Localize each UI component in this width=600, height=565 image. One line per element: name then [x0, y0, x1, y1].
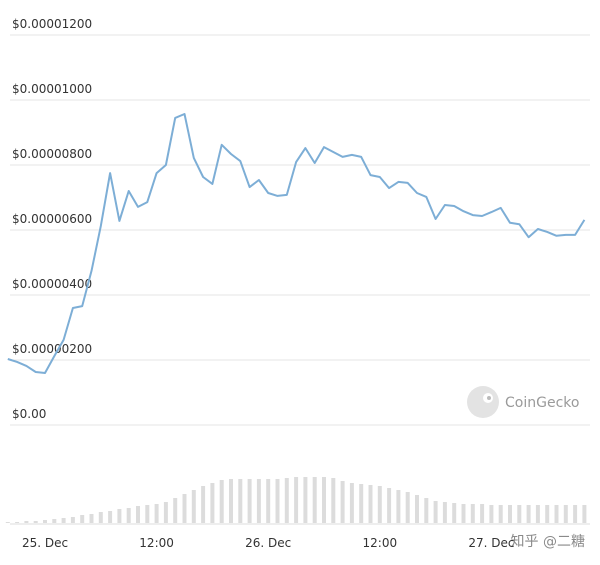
volume-bar — [256, 479, 261, 523]
volume-bar — [15, 522, 20, 523]
volume-bar — [377, 486, 382, 523]
volume-bar — [303, 477, 308, 523]
volume-bar — [294, 477, 299, 523]
volume-bar — [331, 478, 336, 523]
volume-bar — [489, 505, 494, 523]
x-tick-label: 27. Dec — [468, 536, 514, 550]
y-tick-label: $0.00001000 — [12, 82, 92, 96]
volume-bar — [52, 519, 57, 523]
volume-bar — [359, 484, 364, 523]
volume-bar — [80, 515, 85, 523]
volume-bar — [415, 495, 419, 523]
volume-bar — [182, 494, 187, 523]
volume-bar — [573, 505, 578, 523]
volume-bar — [284, 478, 289, 523]
watermark: 知乎 @二糖 — [511, 533, 585, 550]
volume-bar — [275, 479, 280, 523]
volume-bar — [461, 504, 466, 523]
volume-bar — [396, 490, 401, 523]
volume-bar — [563, 505, 568, 523]
volume-bar — [145, 505, 150, 523]
y-tick-label: $0.00000800 — [12, 147, 92, 161]
volume-bar — [535, 505, 540, 523]
volume-bar — [517, 505, 522, 523]
volume-bar — [5, 522, 10, 523]
y-tick-label: $0.00001200 — [12, 17, 92, 31]
volume-bar — [405, 492, 410, 523]
volume-bar — [266, 479, 271, 523]
volume-bar — [452, 503, 457, 523]
x-tick-label: 26. Dec — [245, 536, 291, 550]
volume-bar — [136, 506, 140, 523]
volume-bar — [33, 521, 38, 523]
volume-bar — [480, 504, 485, 523]
volume-bar — [424, 498, 429, 523]
volume-bar — [322, 477, 326, 523]
volume-bar — [312, 477, 317, 523]
volume-bar — [24, 521, 29, 523]
x-tick-label: 12:00 — [363, 536, 398, 550]
volume-bar — [349, 483, 354, 523]
volume-bar — [173, 498, 178, 523]
volume-bar — [387, 488, 392, 523]
x-tick-label: 25. Dec — [22, 536, 68, 550]
volume-bar — [154, 504, 159, 523]
volume-bar — [43, 520, 47, 523]
volume-bar — [89, 514, 94, 523]
volume-bar — [70, 517, 75, 523]
volume-bar — [340, 481, 345, 523]
y-tick-label: $0.00000600 — [12, 212, 92, 226]
volume-bar — [498, 505, 503, 523]
x-tick-label: 12:00 — [139, 536, 174, 550]
volume-bar — [163, 502, 168, 523]
volume-bar — [433, 501, 438, 523]
y-tick-label: $0.00000400 — [12, 277, 92, 291]
volume-bar — [126, 508, 131, 523]
volume-bar — [61, 518, 66, 523]
volume-bar — [247, 479, 252, 523]
volume-bar — [442, 502, 447, 523]
volume-bar — [98, 512, 103, 523]
y-tick-label: $0.00 — [12, 407, 46, 421]
volume-bar — [526, 505, 531, 523]
y-tick-label: $0.00000200 — [12, 342, 92, 356]
volume-bar — [238, 479, 243, 523]
volume-bar — [545, 505, 550, 523]
volume-bar — [191, 490, 196, 523]
volume-bar — [582, 505, 587, 523]
volume-bar — [554, 505, 559, 523]
volume-bar — [108, 511, 113, 523]
volume-bar — [210, 483, 215, 523]
price-line — [7, 113, 586, 374]
volume-bar — [508, 505, 512, 523]
volume-bar — [219, 480, 224, 523]
volume-bar — [229, 479, 233, 523]
watermark: CoinGecko — [505, 395, 579, 411]
volume-bar — [470, 504, 475, 523]
volume-bar — [117, 509, 122, 523]
volume-bar — [201, 486, 206, 523]
coingecko-logo — [467, 386, 499, 418]
volume-bar — [368, 485, 373, 523]
